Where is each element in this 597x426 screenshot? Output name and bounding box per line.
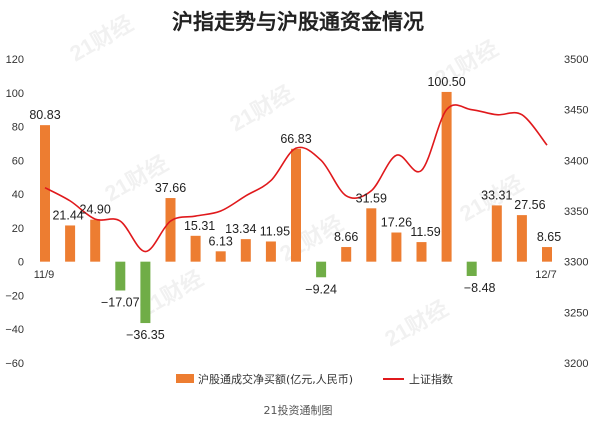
bar <box>165 198 176 262</box>
watermark-text: 21财经 <box>380 296 452 352</box>
bar-data-label: 100.50 <box>427 75 465 89</box>
bar <box>341 247 352 262</box>
legend: 沪股通成交净买额(亿元,人民币) 上证指数 <box>176 372 453 386</box>
bar-data-label: −17.07 <box>101 295 140 309</box>
bar-data-label: 66.83 <box>280 132 311 146</box>
left-tick-label: 20 <box>12 223 24 235</box>
x-tick-label-first: 11/9 <box>34 269 55 281</box>
bar-data-label: 17.26 <box>381 216 412 230</box>
bar <box>316 261 327 278</box>
bar-data-label: 21.44 <box>52 208 83 222</box>
bar-data-label: 31.59 <box>356 191 387 205</box>
bar-data-label: 8.66 <box>334 230 358 244</box>
bar-data-label: 11.95 <box>260 224 290 238</box>
bar <box>516 215 527 262</box>
left-tick-label: 100 <box>6 88 24 100</box>
bar <box>366 208 377 262</box>
x-tick-label-last: 12/7 <box>535 269 556 281</box>
bar <box>542 247 552 262</box>
left-tick-label: 60 <box>12 155 24 167</box>
right-tick-label: 3200 <box>564 358 588 370</box>
right-tick-label: 3500 <box>564 54 588 66</box>
left-tick-label: 40 <box>12 189 24 201</box>
bar-data-label: 80.83 <box>29 108 60 122</box>
bar-data-label: 27.56 <box>514 198 545 212</box>
bar-data-label: 37.66 <box>155 181 186 195</box>
bar-series <box>40 91 552 324</box>
right-tick-label: 3300 <box>564 257 588 269</box>
bar <box>115 261 126 291</box>
bar <box>90 219 101 262</box>
bar <box>65 225 76 262</box>
bar <box>140 261 151 324</box>
bar <box>240 239 251 262</box>
left-tick-label: 80 <box>12 122 24 134</box>
bar-data-label: 24.90 <box>80 203 111 217</box>
right-tick-label: 3250 <box>564 307 588 319</box>
left-tick-label: 0 <box>18 257 24 269</box>
bar-data-label: 33.31 <box>481 188 512 202</box>
left-tick-label: −40 <box>5 324 24 336</box>
bar <box>215 251 226 262</box>
bar-data-label: 13.34 <box>225 222 256 236</box>
bar <box>291 148 301 262</box>
bar <box>441 91 452 262</box>
bar <box>391 232 402 262</box>
bar <box>491 205 502 262</box>
right-tick-label: 3350 <box>564 206 588 218</box>
bar <box>416 242 427 262</box>
chart-title: 沪指走势与沪股通资金情况 <box>172 10 424 34</box>
watermark-text: 21财经 <box>65 11 137 67</box>
bar-data-label: 6.13 <box>209 234 233 248</box>
watermark-text: 21财经 <box>100 151 172 207</box>
legend-line-label: 上证指数 <box>409 372 453 386</box>
bar <box>265 241 276 262</box>
source-note: 21投资通制图 <box>264 403 333 417</box>
left-tick-label: −20 <box>5 290 24 302</box>
left-tick-label: −60 <box>5 358 24 370</box>
left-tick-label: 120 <box>6 54 24 66</box>
line-series <box>44 104 548 253</box>
right-tick-label: 3450 <box>564 105 588 117</box>
legend-bar-swatch <box>176 374 194 383</box>
watermark-text: 21财经 <box>225 81 297 137</box>
right-tick-label: 3400 <box>564 155 588 167</box>
bar-data-label: −36.35 <box>126 328 165 342</box>
bar-data-label: 15.31 <box>184 219 215 233</box>
bar-data-label: 11.59 <box>410 225 440 239</box>
legend-bar-label: 沪股通成交净买额(亿元,人民币) <box>198 372 353 386</box>
bar <box>466 261 477 276</box>
bar <box>40 125 50 262</box>
left-y-axis: −60 −40 −20 0 20 40 60 80 100 120 <box>5 54 24 370</box>
bar <box>190 235 201 262</box>
bar-data-label: 8.65 <box>537 230 561 244</box>
right-y-axis: 3200 3250 3300 3350 3400 3450 3500 <box>564 54 588 370</box>
bar-data-label: −9.24 <box>305 282 337 296</box>
bar-data-label: −8.48 <box>464 281 496 295</box>
